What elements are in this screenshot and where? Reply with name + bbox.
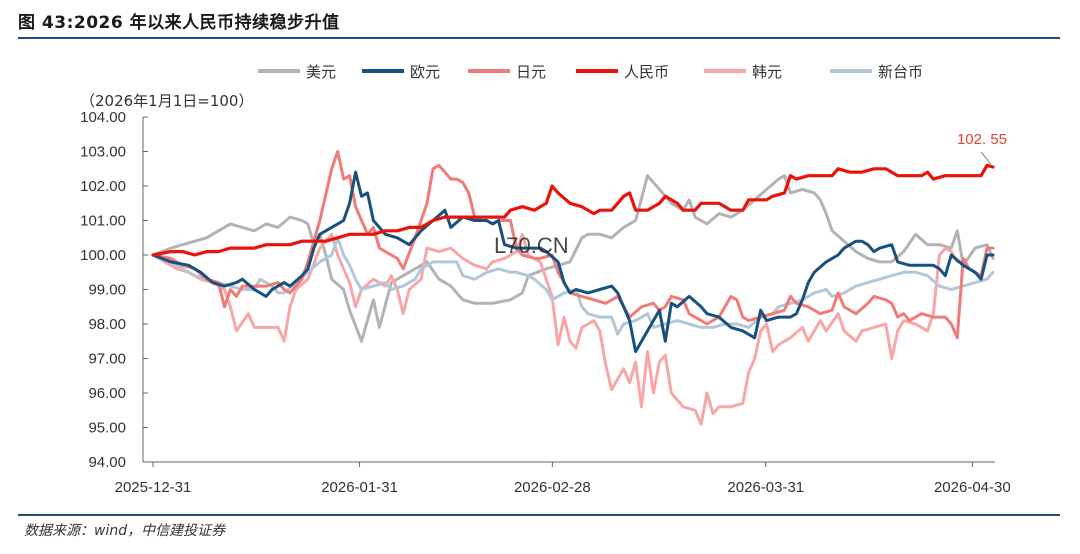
y-tick-label: 98.00	[88, 316, 126, 333]
annotation-leader	[980, 151, 992, 165]
plot-lines	[151, 150, 995, 426]
legend-label: 美元	[306, 63, 336, 81]
y-tick-label: 103.00	[80, 144, 126, 161]
x-tick-label: 2026-02-28	[514, 479, 591, 496]
y-tick-label: 96.00	[88, 385, 126, 402]
legend-label: 韩元	[752, 63, 782, 81]
source-note: 数据来源：wind，中信建投证券	[24, 523, 226, 539]
legend-label: 人民币	[624, 63, 669, 81]
x-axis: 2025-12-31 2026-01-31 2026-02-28 2026-03-31…	[115, 461, 1011, 496]
annotations: 102. 55	[957, 131, 1007, 165]
y-tick-label: 95.00	[88, 420, 126, 437]
y-tick-label: 94.00	[88, 454, 126, 471]
y-unit-label: （2026年1月1日=100）	[80, 92, 253, 110]
x-tick-label: 2026-03-31	[727, 479, 804, 496]
y-axis: 94.00 95.00 96.00 97.00 98.00 99.00 100.00 101.…	[80, 109, 148, 471]
series-line-1	[151, 170, 995, 354]
x-tick-label: 2025-12-31	[115, 479, 192, 496]
footer-divider	[18, 514, 1060, 516]
y-tick-label: 101.00	[80, 213, 126, 230]
legend-label: 新台币	[878, 63, 923, 81]
figure-title: 图 43:2026 年以来人民币持续稳步升值	[18, 13, 340, 33]
y-tick-label: 102.00	[80, 178, 126, 195]
legend: 美元 欧元 日元 人民币 韩元 新台币	[258, 63, 923, 81]
title-divider	[18, 37, 1060, 39]
watermark-text: L70.CN	[494, 233, 569, 258]
end-value-label: 102. 55	[957, 131, 1007, 148]
series-line-3	[151, 163, 995, 257]
y-tick-label: 100.00	[80, 247, 126, 264]
x-tick-label: 2026-01-31	[321, 479, 398, 496]
y-tick-label: 97.00	[88, 351, 126, 368]
series-line-0	[151, 174, 995, 343]
x-tick-label: 2026-04-30	[934, 479, 1011, 496]
legend-label: 欧元	[410, 63, 440, 81]
y-tick-label: 99.00	[88, 282, 126, 299]
legend-label: 日元	[516, 63, 546, 81]
y-tick-label: 104.00	[80, 109, 126, 126]
